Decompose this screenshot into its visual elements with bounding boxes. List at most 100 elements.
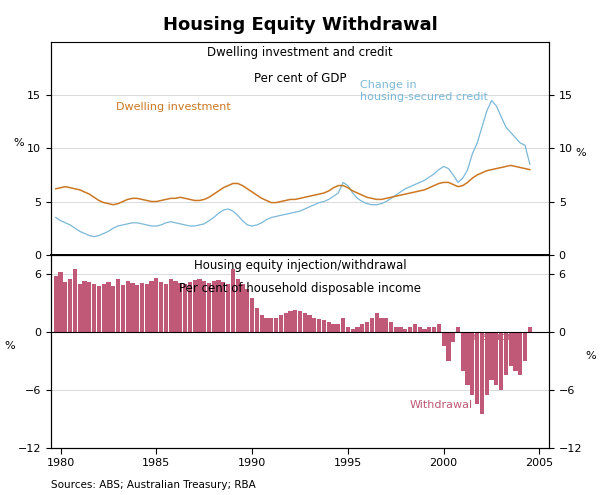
Bar — [365, 322, 369, 332]
Bar — [312, 317, 316, 332]
Bar — [437, 324, 441, 332]
Bar — [490, 332, 494, 380]
Bar — [403, 329, 407, 332]
Bar — [221, 282, 226, 332]
Bar — [326, 322, 331, 332]
Bar — [97, 286, 101, 332]
Bar — [499, 332, 503, 390]
Bar — [145, 284, 149, 332]
Y-axis label: %: % — [4, 342, 15, 351]
Bar — [289, 311, 293, 332]
Text: Per cent of GDP: Per cent of GDP — [254, 72, 346, 85]
Bar — [226, 284, 230, 332]
Bar — [523, 332, 527, 361]
Bar — [159, 282, 163, 332]
Bar — [317, 319, 321, 332]
Bar — [125, 281, 130, 332]
Bar — [456, 327, 460, 332]
Bar — [101, 284, 106, 332]
Bar — [135, 285, 139, 332]
Bar — [307, 315, 311, 332]
Bar — [341, 317, 345, 332]
Bar — [518, 332, 523, 376]
Bar — [269, 317, 274, 332]
Text: Dwelling investment: Dwelling investment — [116, 101, 230, 111]
Bar — [53, 276, 58, 332]
Bar — [245, 289, 250, 332]
Text: Housing equity injection/withdrawal: Housing equity injection/withdrawal — [194, 258, 406, 272]
Bar — [413, 324, 417, 332]
Text: Withdrawal: Withdrawal — [410, 399, 473, 410]
Text: Dwelling investment and credit: Dwelling investment and credit — [207, 47, 393, 59]
Bar — [111, 286, 115, 332]
Bar — [207, 283, 211, 332]
Bar — [130, 283, 134, 332]
Bar — [77, 284, 82, 332]
Text: Change in
housing-secured credit: Change in housing-secured credit — [360, 80, 488, 102]
Bar — [528, 327, 532, 332]
Bar — [475, 332, 479, 404]
Text: Sources: ABS; Australian Treasury; RBA: Sources: ABS; Australian Treasury; RBA — [51, 480, 256, 490]
Bar — [480, 332, 484, 414]
Bar — [255, 308, 259, 332]
Bar — [346, 327, 350, 332]
Bar — [293, 310, 298, 332]
Bar — [63, 282, 67, 332]
Bar — [398, 327, 403, 332]
Bar — [178, 283, 182, 332]
Bar — [241, 284, 245, 332]
Text: Injection: Injection — [467, 332, 515, 342]
Bar — [116, 279, 120, 332]
Text: Per cent of household disposable income: Per cent of household disposable income — [179, 282, 421, 295]
Text: Housing Equity Withdrawal: Housing Equity Withdrawal — [163, 16, 437, 34]
Bar — [451, 332, 455, 342]
Bar — [212, 281, 216, 332]
Bar — [331, 324, 335, 332]
Bar — [394, 327, 398, 332]
Bar — [389, 322, 393, 332]
Bar — [442, 332, 446, 346]
Bar — [355, 327, 359, 332]
Bar — [265, 317, 269, 332]
Y-axis label: %: % — [576, 148, 586, 158]
Bar — [183, 284, 187, 332]
Bar — [154, 278, 158, 332]
Bar — [68, 279, 72, 332]
Bar — [260, 315, 264, 332]
Bar — [379, 317, 383, 332]
Bar — [422, 329, 427, 332]
Bar — [164, 284, 168, 332]
Bar — [279, 315, 283, 332]
Bar — [231, 269, 235, 332]
Bar — [106, 282, 110, 332]
Bar — [140, 283, 144, 332]
Bar — [370, 317, 374, 332]
Bar — [322, 320, 326, 332]
Bar — [121, 285, 125, 332]
Bar — [302, 313, 307, 332]
Bar — [193, 280, 197, 332]
Bar — [446, 332, 451, 361]
Bar — [274, 317, 278, 332]
Y-axis label: %: % — [14, 139, 24, 148]
Bar — [485, 332, 489, 395]
Bar — [408, 327, 412, 332]
Bar — [82, 281, 86, 332]
Bar — [188, 282, 192, 332]
Bar — [73, 269, 77, 332]
Bar — [58, 272, 62, 332]
Bar — [504, 332, 508, 376]
Bar — [202, 281, 206, 332]
Bar — [461, 332, 465, 371]
Bar — [236, 279, 240, 332]
Bar — [298, 311, 302, 332]
Bar — [173, 281, 178, 332]
Bar — [374, 313, 379, 332]
Bar — [92, 284, 96, 332]
Bar — [427, 327, 431, 332]
Bar — [284, 313, 288, 332]
Bar — [360, 324, 364, 332]
Bar — [514, 332, 518, 371]
Bar — [217, 280, 221, 332]
Bar — [432, 327, 436, 332]
